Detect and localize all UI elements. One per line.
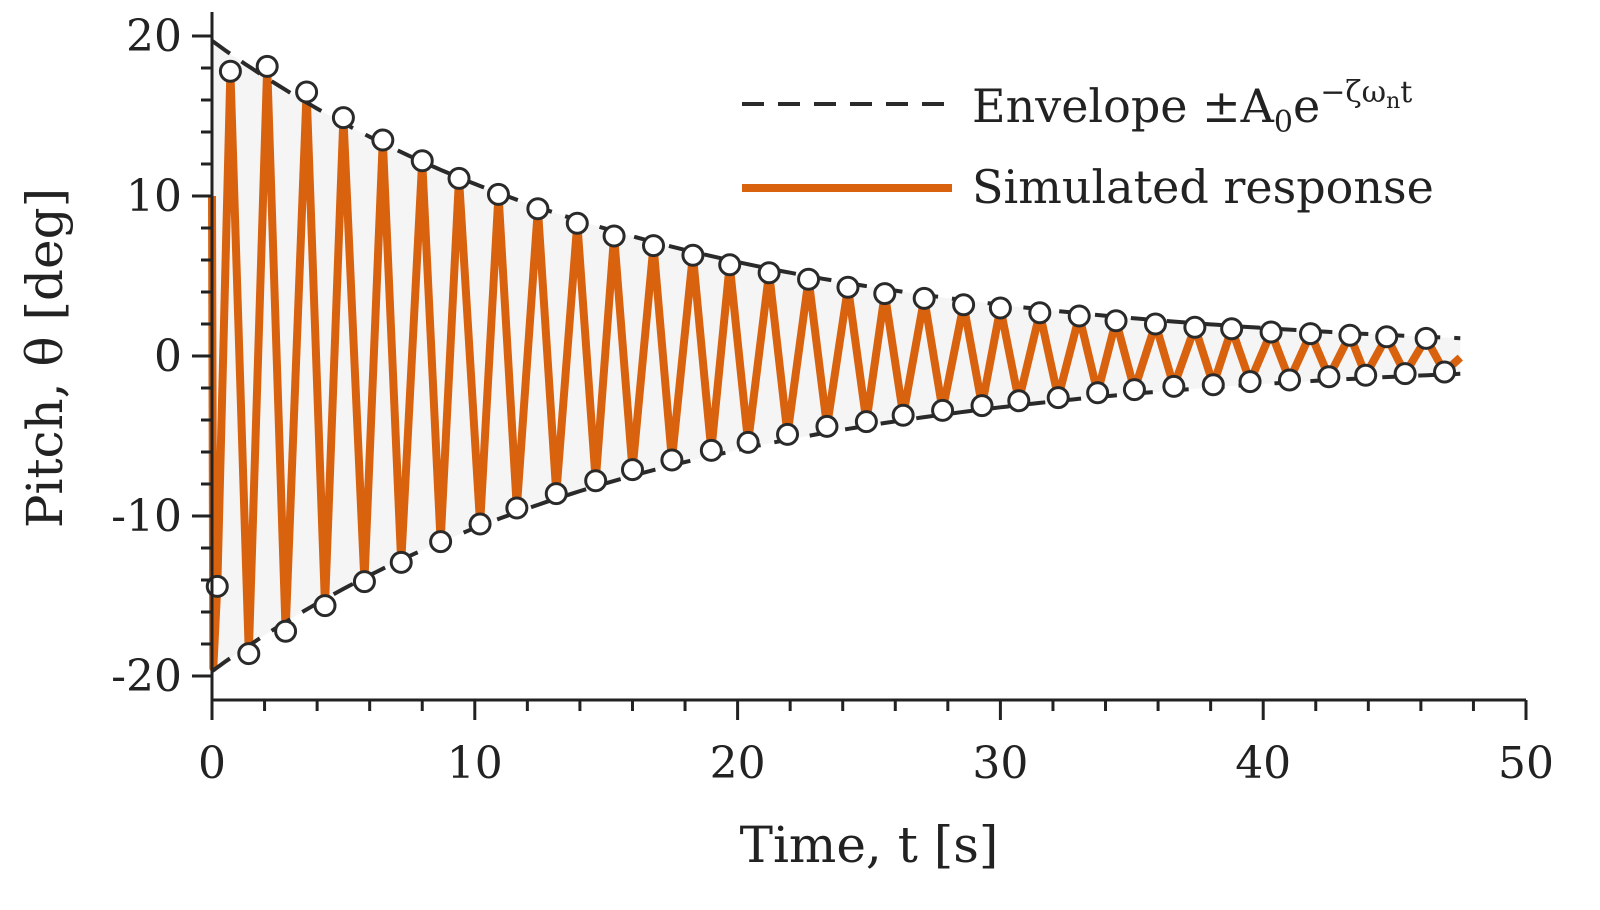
lower-peak-marker [736, 430, 760, 454]
upper-peak-marker [1067, 304, 1091, 328]
y-ticks [192, 34, 212, 678]
lower-peak-marker [1162, 374, 1186, 398]
x-tick-label: 30 [972, 738, 1028, 789]
lower-peak-marker [274, 619, 298, 643]
upper-peak-marker [1028, 301, 1052, 325]
upper-peak-marker [602, 224, 626, 248]
upper-peak-marker [486, 182, 510, 206]
lower-peak-marker [1046, 386, 1070, 410]
x-tick-label: 10 [447, 738, 503, 789]
upper-peak-marker [912, 286, 936, 310]
lower-peak-marker [1122, 378, 1146, 402]
lower-peak-marker [1277, 368, 1301, 392]
lower-peak-marker [970, 394, 994, 418]
x-tick-label: 50 [1498, 738, 1554, 789]
upper-peak-marker [873, 282, 897, 306]
upper-peak-marker [757, 261, 781, 285]
lower-peak-marker [1086, 381, 1110, 405]
lower-peak-marker [776, 422, 800, 446]
lower-peak-marker [1354, 363, 1378, 387]
upper-peak-marker [218, 59, 242, 83]
lower-peak-marker [660, 448, 684, 472]
lower-peak-marker [313, 594, 337, 618]
upper-peak-marker [718, 253, 742, 277]
upper-peak-marker [1220, 317, 1244, 341]
upper-peak-marker [1143, 312, 1167, 336]
upper-peak-marker [836, 275, 860, 299]
upper-peak-marker [565, 211, 589, 235]
x-tick-label: 20 [710, 738, 766, 789]
y-axis-label: Pitch, θ [deg] [16, 188, 74, 528]
x-tick-labels: 0 10 20 30 40 50 [198, 738, 1554, 789]
lower-peak-marker [815, 414, 839, 438]
lower-peak-marker [1393, 362, 1417, 386]
upper-peak-marker [255, 54, 279, 78]
upper-peak-marker [1299, 322, 1323, 346]
lower-peak-marker [389, 550, 413, 574]
lower-peak-marker [1317, 365, 1341, 389]
lower-peak-marker [891, 403, 915, 427]
plot-area [205, 39, 1463, 673]
lower-peak-marker [699, 438, 723, 462]
lower-peak-marker [1238, 370, 1262, 394]
upper-peak-marker [681, 243, 705, 267]
lower-peak-marker [237, 642, 261, 666]
legend: Envelope ±A0e−ζωnt Simulated response [742, 75, 1434, 214]
lower-peak-marker [1433, 360, 1457, 384]
y-tick-label: 0 [154, 331, 182, 382]
axes: 0 10 20 30 40 50 -20 -10 0 10 20 [111, 11, 1554, 789]
upper-peak-marker [1338, 323, 1362, 347]
x-tick-label: 0 [198, 738, 226, 789]
upper-peak-markers [218, 54, 1438, 350]
upper-peak-marker [295, 80, 319, 104]
upper-peak-marker [410, 149, 434, 173]
lower-peak-marker [505, 496, 529, 520]
upper-peak-marker [331, 106, 355, 130]
lower-peak-marker [1201, 373, 1225, 397]
upper-peak-marker [797, 267, 821, 291]
y-tick-labels: -20 -10 0 10 20 [111, 11, 182, 702]
lower-peak-marker [620, 458, 644, 482]
envelope-upper-line [210, 39, 1461, 341]
upper-peak-marker [1375, 325, 1399, 349]
lower-peak-marker [584, 469, 608, 493]
upper-peak-marker [988, 296, 1012, 320]
upper-peak-marker [642, 234, 666, 258]
upper-peak-marker [526, 197, 550, 221]
lower-peak-marker [854, 410, 878, 434]
legend-response-label: Simulated response [972, 160, 1434, 214]
upper-peak-marker [1183, 315, 1207, 339]
y-tick-label: 10 [126, 171, 182, 222]
legend-envelope-label: Envelope ±A0e−ζωnt [972, 75, 1412, 140]
x-ticks [210, 700, 1528, 720]
lower-peak-marker [1007, 389, 1031, 413]
upper-peak-marker [1104, 309, 1128, 333]
upper-peak-marker [1259, 320, 1283, 344]
lower-peak-marker [352, 570, 376, 594]
upper-peak-marker [952, 293, 976, 317]
lower-peak-marker [931, 398, 955, 422]
y-tick-label: -20 [111, 651, 182, 702]
lower-peak-marker [544, 482, 568, 506]
y-tick-label: 20 [126, 11, 182, 62]
x-tick-label: 40 [1235, 738, 1291, 789]
upper-peak-marker [1414, 326, 1438, 350]
upper-peak-marker [371, 128, 395, 152]
lower-peak-markers [205, 360, 1457, 666]
y-tick-label: -10 [111, 491, 182, 542]
x-axis-label: Time, t [s] [740, 816, 999, 874]
lower-peak-marker [429, 530, 453, 554]
upper-peak-marker [447, 166, 471, 190]
lower-peak-marker [468, 512, 492, 536]
